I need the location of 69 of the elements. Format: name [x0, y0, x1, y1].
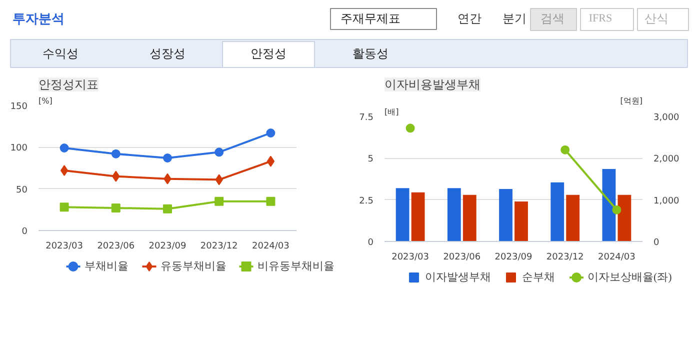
text: 안정성 [250, 46, 286, 60]
legend-label: 부채비율 [84, 260, 128, 272]
bar [499, 189, 512, 242]
text: 성장성 [150, 46, 186, 60]
point [266, 196, 276, 206]
point [111, 149, 120, 158]
x-tick-label: 2023/12 [546, 252, 584, 262]
y-tick-label: 2.5 [359, 196, 374, 206]
y2-axis-title: [억원] [620, 96, 643, 106]
y-axis-title: [%] [38, 96, 52, 106]
y-tick-label: 150 [10, 102, 28, 112]
point [612, 205, 622, 214]
bar [618, 194, 632, 242]
bar [602, 169, 616, 242]
y-tick-label: 5 [368, 154, 374, 165]
point [111, 204, 120, 212]
bar [566, 194, 580, 242]
point [214, 148, 224, 157]
bar [514, 202, 528, 242]
bar [462, 194, 476, 242]
legend-label: 이자발생부채 [425, 272, 491, 284]
x-tick-label: 2023/09 [494, 252, 532, 262]
bar [411, 192, 425, 242]
text: 주재무제표 [340, 12, 400, 26]
point [60, 202, 69, 212]
point [60, 144, 69, 152]
legend-label: 비유동부채비율 [257, 260, 334, 272]
y-tick-label: 0 [368, 238, 374, 248]
text: 산식 [644, 12, 668, 26]
text: 투자분석 [12, 11, 64, 26]
x-tick-label: 2024/03 [252, 242, 290, 252]
bar [396, 188, 410, 242]
y2-tick-label: 2,000 [654, 154, 680, 165]
y2-tick-label: 1,000 [654, 196, 680, 206]
point [266, 156, 275, 167]
point [214, 196, 224, 206]
bar [447, 188, 461, 242]
legend-label: 유동부채비율 [160, 260, 226, 272]
y-tick-label: 100 [10, 144, 28, 154]
point [163, 204, 172, 214]
x-tick-label: 2023/09 [148, 242, 186, 252]
bar [550, 182, 564, 242]
point [560, 145, 570, 154]
y-axis-title: [배] [384, 108, 399, 116]
y-tick-label: 0 [22, 227, 28, 237]
legend-label: 이자보상배율(좌) [588, 272, 672, 284]
x-tick-label: 2023/12 [200, 242, 238, 252]
text: 연간 [458, 12, 482, 26]
point [266, 128, 276, 138]
x-tick-label: 2023/06 [97, 242, 135, 252]
text: 분기 [502, 12, 526, 26]
text: 수익성 [42, 46, 78, 60]
x-tick-label: 2023/03 [46, 242, 83, 252]
y-tick-label: 7.5 [359, 113, 374, 123]
y-tick-label: 50 [16, 185, 28, 196]
point [406, 124, 415, 133]
x-tick-label: 2023/06 [443, 252, 481, 262]
legend-label: 순부채 [522, 272, 555, 284]
chart-title: 이자비용발생부채 [384, 78, 480, 92]
point [60, 165, 68, 176]
text: 검색 [540, 12, 564, 26]
chart-title: 안정성지표 [38, 78, 98, 92]
point [163, 154, 172, 162]
x-tick-label: 2024/03 [598, 252, 636, 262]
text: 활동성 [352, 46, 388, 60]
x-tick-label: 2023/03 [392, 252, 429, 262]
y2-tick-label: 3,000 [654, 113, 680, 123]
text: IFRS [588, 12, 612, 24]
y2-tick-label: 0 [654, 238, 660, 248]
